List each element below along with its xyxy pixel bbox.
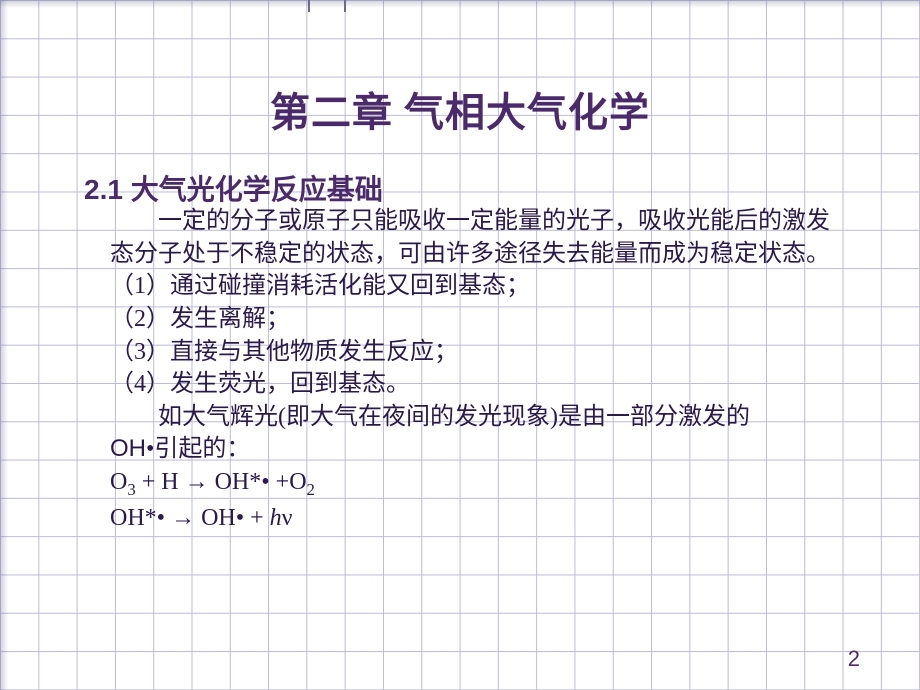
body-text: 一定的分子或原子只能吸收一定能量的光子，吸收光能后的激发态分子处于不稳定的状态，…	[110, 205, 850, 534]
list-item: （3）直接与其他物质发生反应；	[110, 336, 850, 369]
ruler-mark-icon	[344, 0, 346, 12]
chapter-title: 第二章 气相大气化学	[0, 80, 920, 138]
ruler-mark-icon	[308, 0, 310, 12]
intro-paragraph: 一定的分子或原子只能吸收一定能量的光子，吸收光能后的激发态分子处于不稳定的状态，…	[110, 205, 850, 270]
list-item: （2）发生离解；	[110, 303, 850, 336]
slide-shadow-top	[0, 0, 920, 8]
glow-paragraph-line1: 如大气辉光(即大气在夜间的发光现象)是由一部分激发的	[110, 401, 850, 434]
list-item: （4）发生荧光，回到基态。	[110, 368, 850, 401]
section-number: 2.1	[84, 174, 123, 205]
page-number: 2	[848, 646, 860, 672]
list-item: （1）通过碰撞消耗活化能又回到基态；	[110, 270, 850, 303]
glow-paragraph-line2: OH•引起的：	[110, 433, 850, 466]
section-title: 大气光化学反应基础	[131, 174, 383, 205]
equation: OH*• → OH• + hν	[110, 502, 850, 535]
section-heading: 2.1 大气光化学反应基础	[84, 168, 383, 208]
equation: O3 + H → OH*• +O2	[110, 466, 850, 502]
